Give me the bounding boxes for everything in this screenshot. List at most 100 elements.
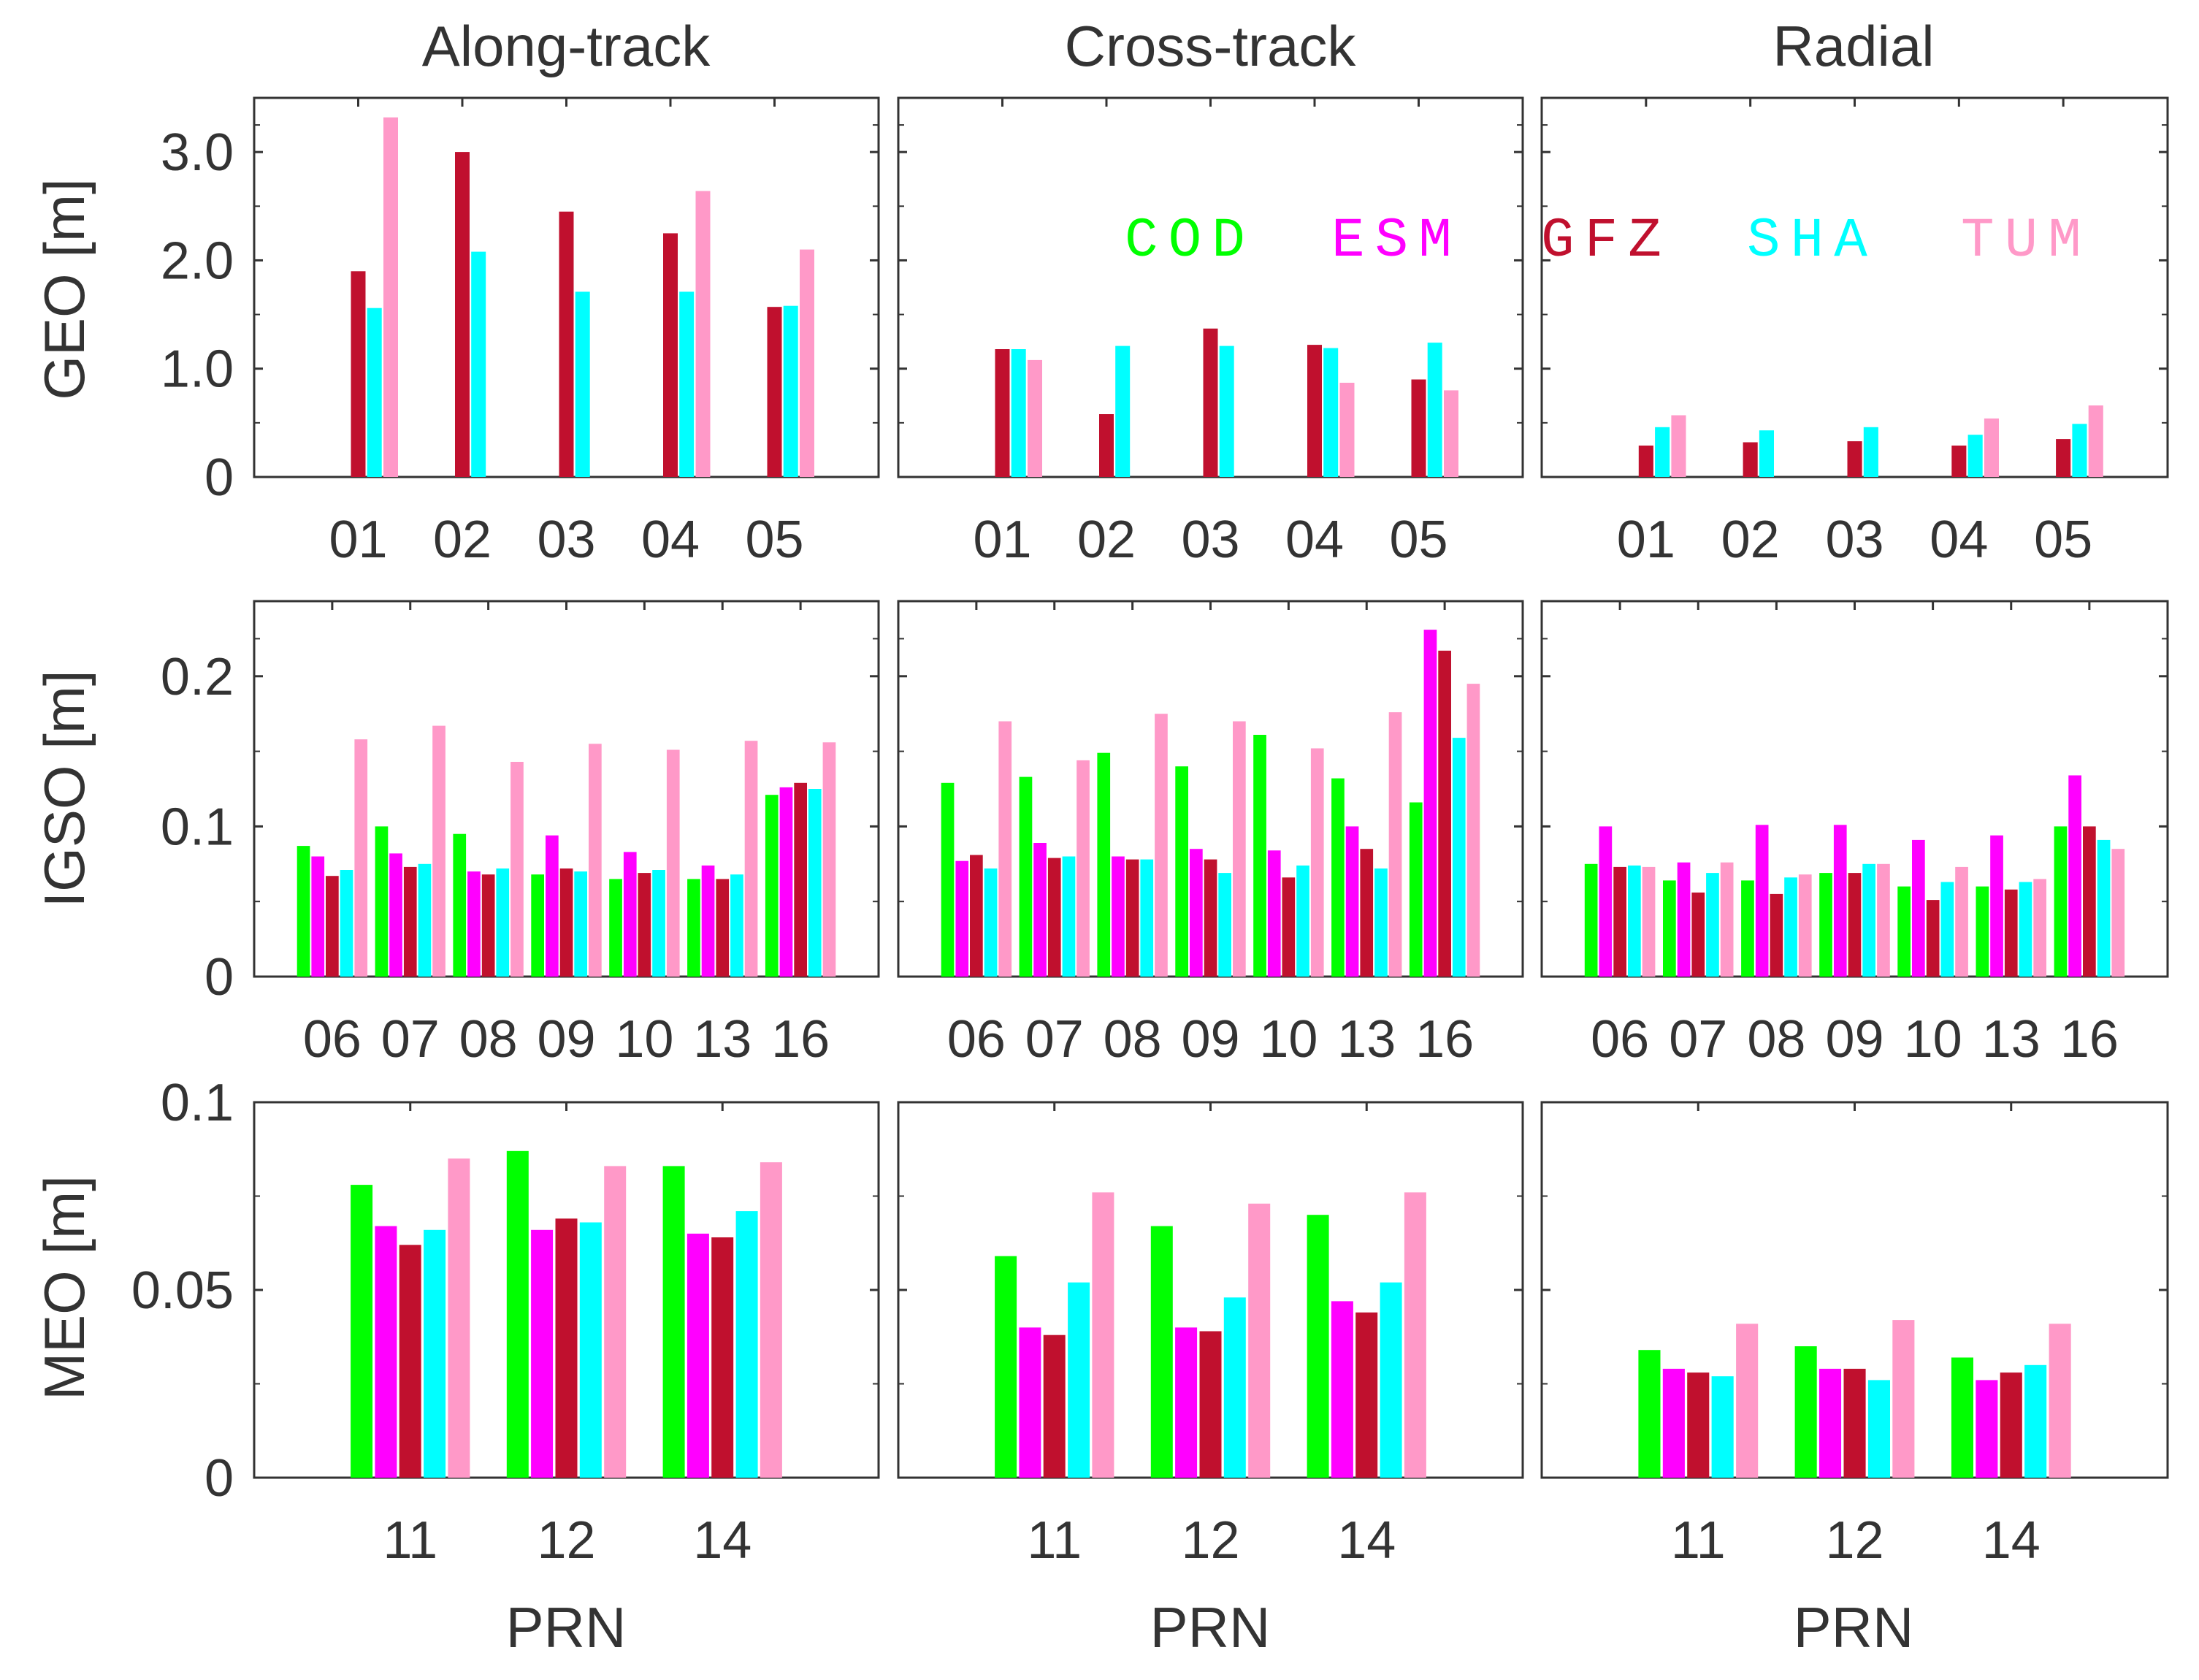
bar-tum-04 [695, 191, 711, 477]
bar-tum-07 [432, 725, 445, 977]
bar-sha-11 [1068, 1282, 1090, 1478]
x-tick-label: 10 [615, 1010, 673, 1069]
bar-gfz-12 [1843, 1368, 1866, 1478]
x-tick-label: 06 [303, 1010, 362, 1069]
bar-tum-09 [1877, 863, 1890, 977]
bar-sha-02 [1115, 345, 1131, 477]
bar-sha-01 [367, 308, 382, 477]
bar-esm-07 [389, 853, 402, 977]
bar-cod-16 [1409, 802, 1423, 977]
y-tick-label: 2.0 [161, 232, 234, 290]
bar-gfz-03 [1203, 328, 1218, 477]
x-tick-label: 16 [2060, 1010, 2119, 1069]
bar-gfz-07 [403, 866, 417, 977]
x-tick-label: 05 [2034, 511, 2092, 569]
x-tick-label: 11 [1671, 1511, 1726, 1570]
panel-geo-radial: 01 02 03 04 05 [1540, 96, 2169, 569]
bar-tum-14 [1404, 1192, 1426, 1478]
bar-gfz-16 [794, 782, 807, 977]
bar-esm-14 [687, 1233, 709, 1478]
bar-tum-12 [1892, 1320, 1915, 1478]
bar-tum-14 [760, 1162, 782, 1478]
bar-sha-11 [1711, 1376, 1734, 1478]
y-tick-label: 3.0 [161, 123, 234, 182]
bar-sha-10 [1940, 882, 1954, 977]
bar-cod-07 [1663, 880, 1676, 977]
bar-esm-08 [1755, 825, 1769, 977]
bar-tum-08 [510, 762, 524, 977]
bar-sha-08 [1140, 859, 1154, 977]
bar-tum-13 [744, 741, 758, 977]
x-tick-label: 08 [1104, 1010, 1162, 1069]
bar-esm-13 [1345, 826, 1359, 977]
bar-gfz-06 [1613, 866, 1626, 977]
row-label-igso: IGSO [m] [32, 670, 96, 907]
bar-esm-14 [1976, 1380, 1998, 1478]
x-tick-label: 14 [693, 1511, 752, 1570]
panel-igso-along-track: 0 0.1 0.2 06 07 08 09 10 13 16 [161, 600, 880, 1069]
bar-esm-12 [531, 1229, 554, 1478]
bar-cod-10 [609, 879, 622, 977]
x-tick-label: 07 [1669, 1010, 1727, 1069]
bar-gfz-11 [1687, 1372, 1710, 1478]
bar-gfz-08 [1125, 859, 1139, 977]
bar-cod-06 [941, 782, 955, 977]
x-tick-label: 03 [537, 511, 595, 569]
bar-tum-11 [1092, 1192, 1114, 1478]
x-tick-label: 16 [771, 1010, 830, 1069]
bar-tum-16 [822, 742, 836, 977]
bar-cod-08 [1741, 880, 1754, 977]
xaxis-label-cross-track: PRN [1150, 1595, 1271, 1660]
bar-tum-09 [589, 744, 602, 977]
bar-sha-01 [1011, 349, 1026, 477]
bar-tum-08 [1798, 874, 1812, 977]
bar-sha-12 [579, 1222, 602, 1478]
bar-esm-14 [1331, 1301, 1353, 1478]
bar-cod-16 [2054, 826, 2068, 977]
panel-geo-along-track: 0 1.0 2.0 3.0 01 02 03 04 05 [161, 96, 880, 569]
bar-tum-01 [1671, 415, 1686, 477]
x-tick-label: 16 [1415, 1010, 1474, 1069]
bar-tum-05 [1444, 390, 1458, 477]
x-tick-label: 12 [537, 1511, 595, 1570]
bar-gfz-01 [995, 349, 1010, 477]
bar-tum-05 [800, 249, 814, 477]
bar-gfz-02 [1743, 442, 1758, 477]
panel-geo-cross-track: 01 02 03 04 05 [897, 96, 1524, 569]
x-tick-label: 04 [1930, 511, 1988, 569]
bar-gfz-14 [2000, 1372, 2022, 1478]
bar-esm-06 [955, 860, 969, 977]
x-tick-label: 02 [1721, 511, 1780, 569]
bar-esm-11 [1019, 1327, 1041, 1478]
bar-sha-05 [783, 305, 798, 477]
bar-esm-09 [1833, 825, 1847, 977]
x-tick-label: 01 [329, 511, 387, 569]
bar-sha-14 [1380, 1282, 1402, 1478]
bar-sha-03 [1863, 427, 1878, 477]
bar-esm-10 [623, 852, 637, 977]
column-title-radial: Radial [1772, 14, 1934, 78]
bar-sha-06 [340, 870, 353, 977]
bar-sha-12 [1223, 1297, 1246, 1478]
bar-tum-09 [1233, 721, 1246, 977]
column-title-along-track: Along-track [422, 14, 711, 78]
bar-sha-16 [1452, 738, 1466, 977]
x-tick-label: 02 [433, 511, 492, 569]
bar-esm-10 [1267, 850, 1281, 977]
bar-tum-06 [1642, 866, 1656, 977]
panel-igso-radial: 06 07 08 09 10 13 16 [1540, 600, 2169, 1069]
bar-tum-12 [1248, 1203, 1271, 1478]
bar-sha-13 [2019, 882, 2032, 977]
bar-esm-09 [546, 835, 559, 977]
bar-tum-13 [1388, 712, 1402, 977]
bar-sha-09 [1218, 873, 1231, 977]
bar-esm-10 [1912, 839, 1925, 977]
bar-tum-14 [2049, 1324, 2071, 1478]
bar-tum-10 [666, 749, 680, 977]
bar-sha-02 [1759, 430, 1774, 477]
bar-sha-05 [1427, 343, 1442, 477]
x-tick-label: 10 [1904, 1010, 1962, 1069]
y-tick-label: 1.0 [161, 340, 234, 399]
bar-sha-07 [418, 863, 432, 977]
